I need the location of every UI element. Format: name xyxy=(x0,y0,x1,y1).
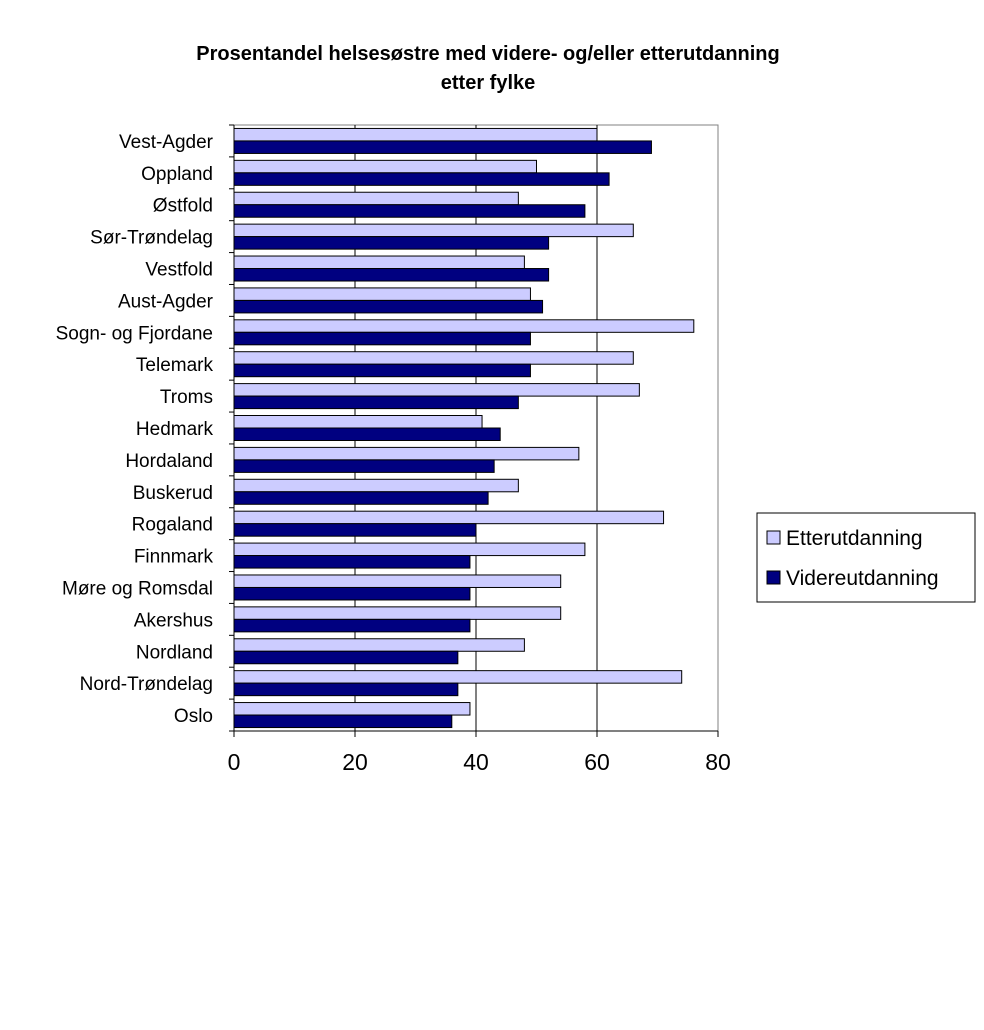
bar-etterutdanning-troms xyxy=(233,383,640,397)
bar-etterutdanning-telemark xyxy=(233,351,634,365)
category-label-hordaland: Hordaland xyxy=(125,451,213,472)
bar-etterutdanning-hedmark xyxy=(233,415,483,429)
bar-videreutdanning-vestfold xyxy=(233,268,550,282)
x-tick-label-80: 80 xyxy=(705,749,731,775)
bar-videreutdanning-buskerud xyxy=(233,491,489,505)
bar-videreutdanning-hordaland xyxy=(233,459,495,473)
bar-videreutdanning-rogaland xyxy=(233,523,477,537)
bar-etterutdanning-hordaland xyxy=(233,446,580,461)
bar-videreutdanning-sogn-og-fjordane xyxy=(233,331,531,346)
bar-videreutdanning-nordland xyxy=(233,650,459,665)
legend-label-etterutdanning: Etterutdanning xyxy=(786,527,923,550)
bar-videreutdanning-finnmark xyxy=(233,555,471,569)
category-label-sogn-og-fjordane: Sogn- og Fjordane xyxy=(56,323,213,344)
bar-videreutdanning-oslo xyxy=(233,714,453,729)
bar-etterutdanning-akershus xyxy=(233,606,562,620)
bar-videreutdanning-aust-agder xyxy=(233,299,544,314)
bar-videreutdanning-hedmark xyxy=(233,427,501,441)
bar-videreutdanning-møre-og-romsdal xyxy=(233,586,471,601)
legend-swatch-etterutdanning xyxy=(766,530,781,545)
bar-etterutdanning-buskerud xyxy=(233,478,519,493)
category-label-sør-trøndelag: Sør-Trøndelag xyxy=(90,228,213,249)
bar-etterutdanning-aust-agder xyxy=(233,287,531,301)
bar-videreutdanning-oppland xyxy=(233,172,610,186)
category-label-troms: Troms xyxy=(160,387,213,408)
category-label-nordland: Nordland xyxy=(136,642,213,663)
bar-etterutdanning-oslo xyxy=(233,702,471,716)
category-label-rogaland: Rogaland xyxy=(132,515,213,536)
bar-etterutdanning-finnmark xyxy=(233,542,586,557)
bar-etterutdanning-østfold xyxy=(233,191,519,206)
bar-etterutdanning-oppland xyxy=(233,159,537,174)
bar-videreutdanning-sør-trøndelag xyxy=(233,236,550,250)
category-label-buskerud: Buskerud xyxy=(133,483,213,504)
bar-videreutdanning-nord-trøndelag xyxy=(233,682,459,697)
bar-videreutdanning-akershus xyxy=(233,618,471,633)
category-label-møre-og-romsdal: Møre og Romsdal xyxy=(62,578,213,599)
chart-subtitle: etter fylke xyxy=(441,72,536,94)
category-label-østfold: Østfold xyxy=(153,196,213,217)
bar-etterutdanning-møre-og-romsdal xyxy=(233,574,562,588)
category-labels: Vest-Agder Oppland Østfold Sør-Trøndelag Ves… xyxy=(56,132,214,727)
bar-etterutdanning-nord-trøndelag xyxy=(233,670,683,684)
legend-swatch-videreutdanning xyxy=(766,570,781,585)
chart-title: Prosentandel helsesøstre med videre- og/… xyxy=(196,43,780,65)
category-label-akershus: Akershus xyxy=(134,610,213,631)
x-tick-labels: 0 20 40 60 80 xyxy=(228,749,731,775)
bars xyxy=(233,127,695,729)
category-label-aust-agder: Aust-Agder xyxy=(118,291,214,312)
category-label-vest-agder: Vest-Agder xyxy=(119,132,214,153)
bar-etterutdanning-vestfold xyxy=(233,255,525,270)
category-label-vestfold: Vestfold xyxy=(145,260,213,281)
bar-etterutdanning-sør-trøndelag xyxy=(233,223,634,238)
axes xyxy=(229,124,719,737)
bar-videreutdanning-vest-agder xyxy=(233,140,652,154)
legend-label-videreutdanning: Videreutdanning xyxy=(786,567,939,590)
x-tick-label-40: 40 xyxy=(463,749,489,775)
bar-videreutdanning-telemark xyxy=(233,363,531,378)
category-label-nord-trøndelag: Nord-Trøndelag xyxy=(80,674,213,695)
legend-box xyxy=(756,512,976,603)
category-label-hedmark: Hedmark xyxy=(136,419,214,440)
category-label-oslo: Oslo xyxy=(174,706,213,727)
x-tick-label-0: 0 xyxy=(228,749,241,775)
x-tick-label-60: 60 xyxy=(584,749,610,775)
legend: Etterutdanning Videreutdanning xyxy=(756,512,976,603)
x-tick-label-20: 20 xyxy=(342,749,368,775)
category-label-telemark: Telemark xyxy=(136,355,214,376)
category-label-oppland: Oppland xyxy=(141,164,213,185)
bar-videreutdanning-troms xyxy=(233,395,519,410)
bar-etterutdanning-sogn-og-fjordane xyxy=(233,319,695,333)
bar-videreutdanning-østfold xyxy=(233,204,586,218)
bar-etterutdanning-vest-agder xyxy=(233,127,598,142)
category-label-finnmark: Finnmark xyxy=(134,547,214,568)
bar-etterutdanning-rogaland xyxy=(233,510,665,525)
bar-etterutdanning-nordland xyxy=(233,638,525,652)
